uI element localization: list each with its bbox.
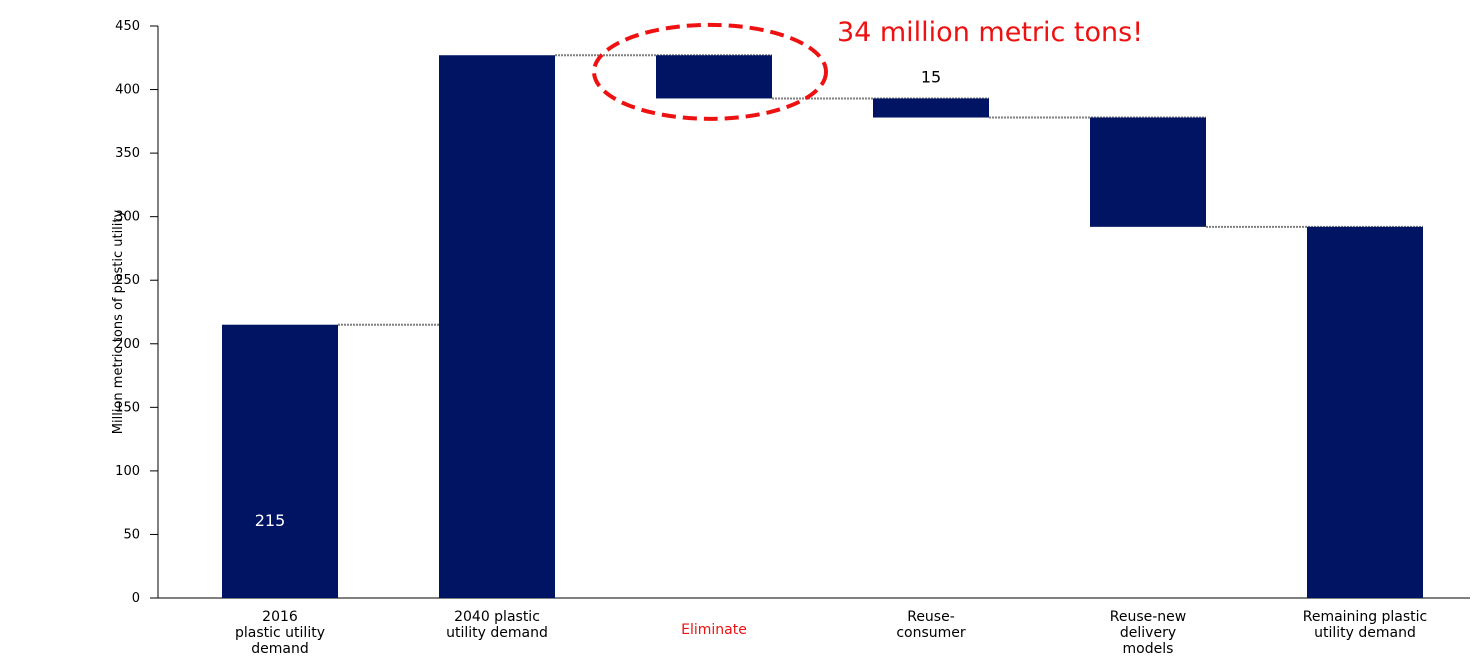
y-tick-label: 200 — [115, 337, 140, 352]
data-label: 15 — [921, 67, 941, 86]
callout-text: 34 million metric tons! — [837, 17, 1143, 48]
x-category-label: Reuse-new delivery models — [1110, 609, 1186, 657]
y-tick-label: 400 — [115, 83, 140, 98]
annotations-group: 215 15 34 million metric tons! — [255, 17, 1143, 530]
x-category-label: Remaining plastic utility demand — [1303, 609, 1428, 641]
x-category-label: Eliminate — [681, 622, 747, 638]
bar-2 — [439, 55, 555, 599]
y-tick-label: 100 — [115, 464, 140, 479]
y-tick-label: 450 — [115, 19, 140, 34]
bar-1 — [222, 324, 338, 598]
bar-4 — [873, 98, 989, 118]
x-axis-labels: 2016 plastic utility demand 2040 plastic uti… — [235, 609, 1427, 657]
bar-3 — [656, 55, 772, 99]
y-tick-label: 150 — [115, 400, 140, 415]
y-tick-label: 300 — [115, 210, 140, 225]
bar-5 — [1090, 117, 1206, 227]
highlight-ellipse — [592, 22, 828, 121]
y-axis-title: Million metric tons of plastic utility — [111, 210, 126, 435]
data-label: 215 — [255, 511, 286, 530]
y-tick-label: 50 — [123, 527, 140, 542]
x-category-label: Reuse-consumer — [896, 609, 966, 641]
x-category-label: 2016 plastic utility demand — [235, 609, 325, 657]
y-tick-label: 0 — [132, 591, 140, 606]
y-axis: 0 50 100 150 200 250 300 350 400 450 — [115, 19, 1470, 606]
bars-group — [222, 55, 1423, 599]
bar-6 — [1307, 226, 1423, 598]
y-tick-label: 350 — [115, 146, 140, 161]
x-category-label: 2040 plastic utility demand — [446, 609, 548, 641]
y-tick-label: 250 — [115, 273, 140, 288]
